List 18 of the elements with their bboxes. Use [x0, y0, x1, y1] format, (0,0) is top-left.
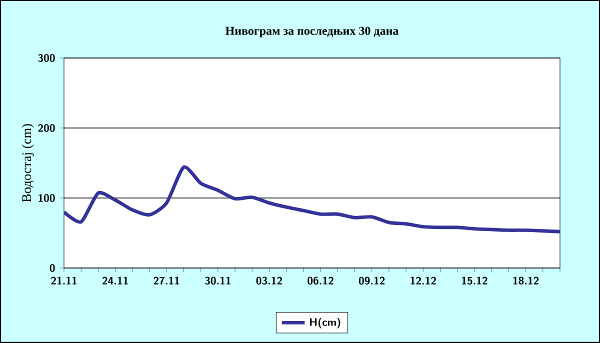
y-tick-label: 300: [38, 54, 55, 62]
legend-label: H(cm): [310, 318, 340, 328]
x-tick-label: 21.11: [51, 276, 77, 284]
x-tick-label: 15.12: [462, 276, 488, 285]
x-tick-label: 06.12: [308, 276, 334, 285]
x-tick-label: 12.12: [410, 276, 436, 284]
x-tick-label: 24.11: [102, 276, 128, 284]
line-series: [64, 165, 560, 234]
y-tick-label: 200: [38, 124, 55, 132]
chart-title: Нивограм за последњих 30 дана: [225, 26, 399, 38]
x-tick-label: 18.12: [513, 276, 539, 285]
x-tick-label: 09.12: [358, 276, 385, 285]
y-tick-label: 100: [38, 194, 55, 202]
x-tick-label: 27.11: [154, 276, 180, 284]
x-tick-label: 30.11: [205, 276, 230, 285]
y-axis-title: Водостај (cm): [22, 124, 34, 202]
x-tick-label: 03.12: [256, 276, 282, 285]
y-tick-label: 0: [50, 264, 55, 272]
